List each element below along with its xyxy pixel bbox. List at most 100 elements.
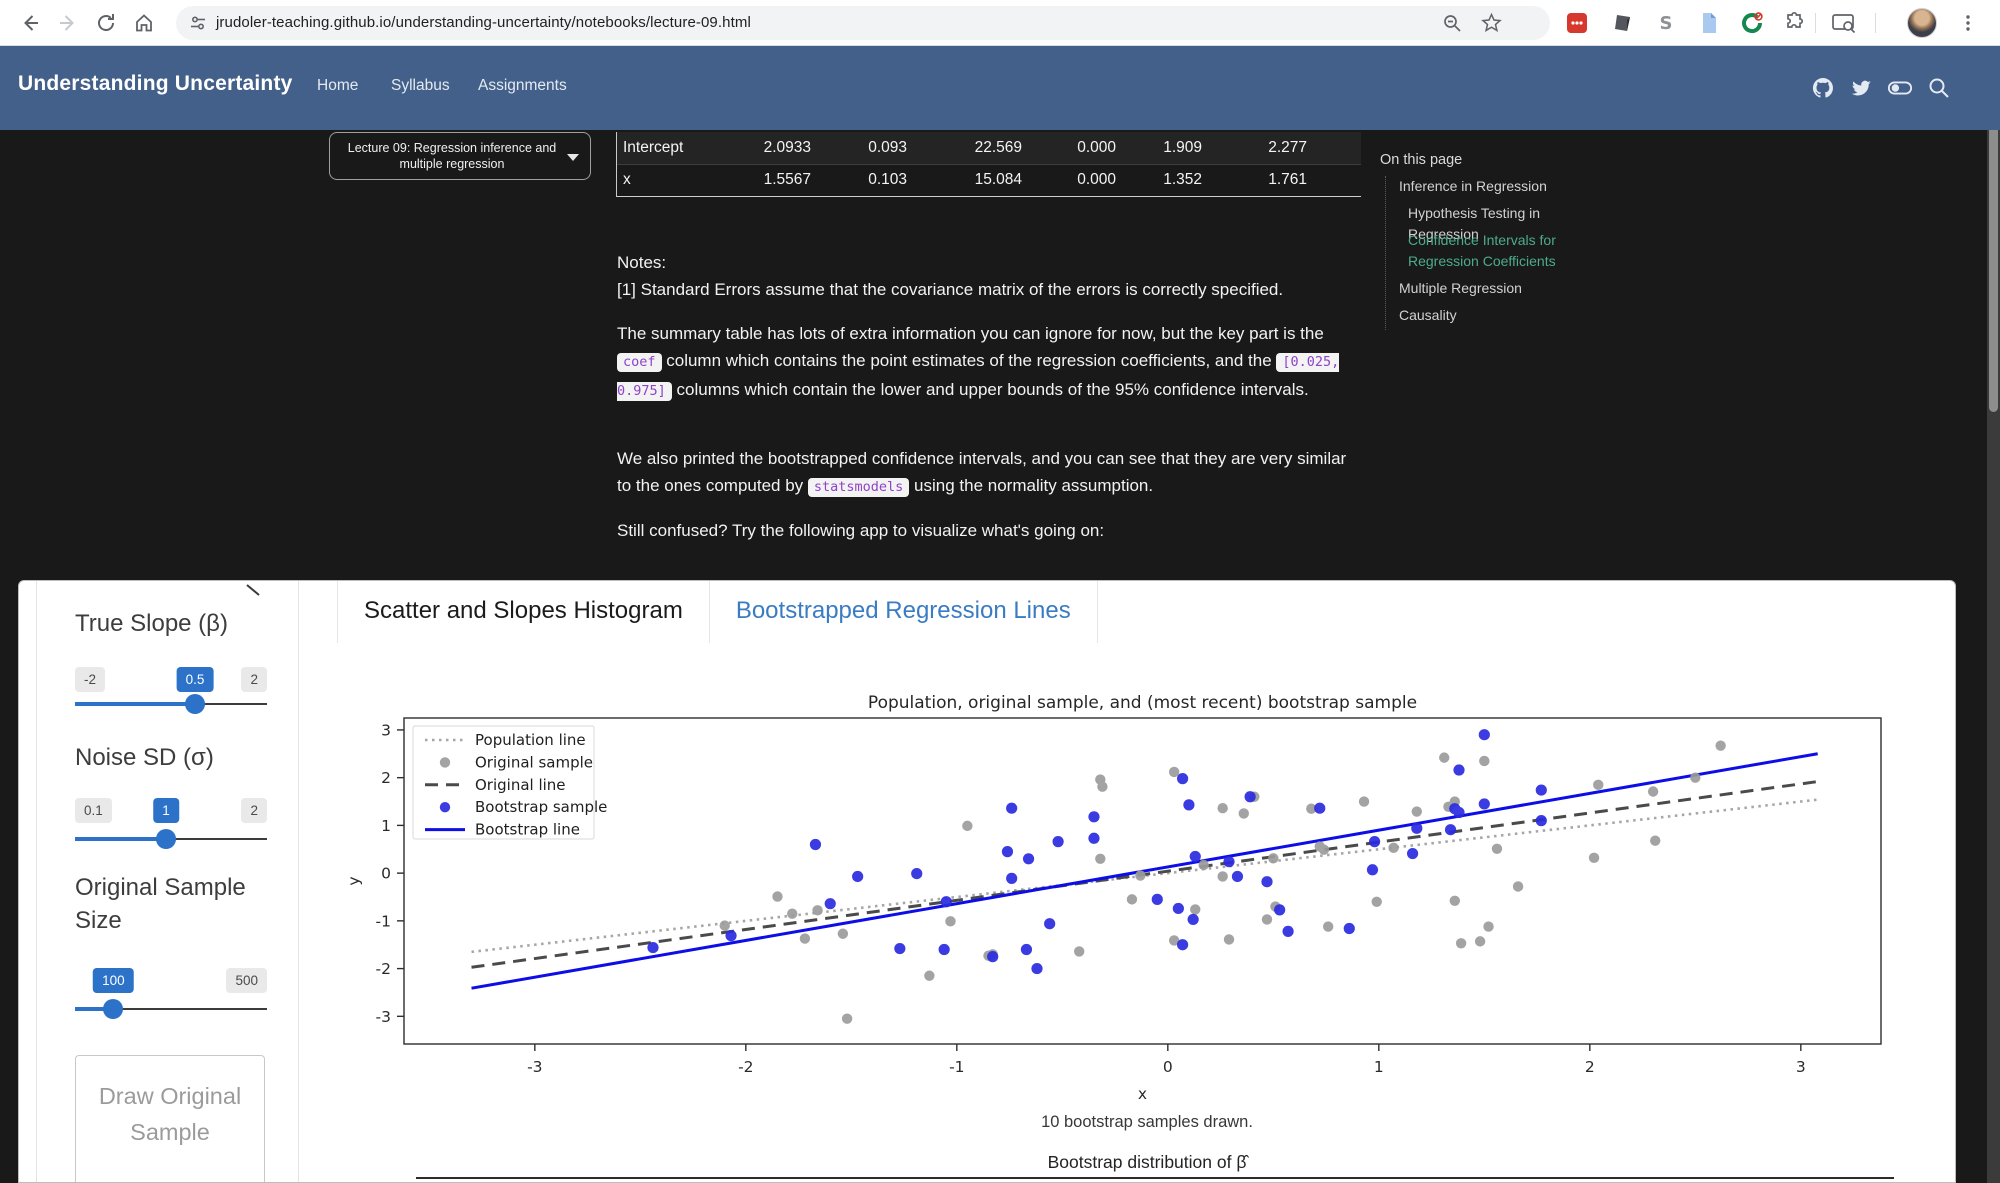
- zoom-page-button[interactable]: [1442, 13, 1462, 38]
- home-button[interactable]: [126, 5, 162, 41]
- toc-title: On this page: [1380, 152, 1462, 168]
- plot-title: Population, original sample, and (most r…: [868, 693, 1417, 713]
- paragraph-summary-table: The summary table has lots of extra info…: [617, 320, 1365, 405]
- true-slope-min-chip: -2: [75, 667, 105, 692]
- profile-avatar[interactable]: [1907, 8, 1937, 38]
- table-cell: 1.5567: [711, 171, 811, 189]
- site-navbar: Understanding Uncertainty Home Syllabus …: [0, 46, 2000, 130]
- table-cell: 1.761: [1207, 171, 1307, 189]
- site-settings-icon[interactable]: [189, 14, 207, 32]
- table-cell: 2.0933: [711, 139, 811, 157]
- reload-button[interactable]: [88, 5, 124, 41]
- document-extension[interactable]: [1693, 7, 1725, 39]
- toolbar-divider: [1815, 13, 1816, 33]
- sample-size-slider-widget: Original Sample Size 100 500: [75, 871, 267, 1041]
- inline-code: statsmodels: [808, 478, 909, 497]
- s-letter-extension-icon: S: [1654, 11, 1678, 35]
- screenshot-stage: jrudoler-teaching.github.io/understandin…: [0, 0, 2000, 1183]
- table-bottom-border: [617, 196, 1361, 197]
- noise-sd-slider-track[interactable]: [75, 838, 267, 840]
- toc-item[interactable]: Confidence Intervals for Regression Coef…: [1408, 230, 1598, 272]
- svg-text:-2: -2: [376, 960, 391, 978]
- table-cell: 0.000: [1016, 139, 1116, 157]
- bookmark-button[interactable]: [1481, 12, 1502, 38]
- true-slope-slider-track[interactable]: [75, 703, 267, 705]
- browser-toolbar: jrudoler-teaching.github.io/understandin…: [0, 0, 2000, 46]
- svg-text:0: 0: [1163, 1058, 1173, 1076]
- lecture-select-dropdown[interactable]: Lecture 09: Regression inference and mul…: [329, 132, 591, 180]
- table-row: Intercept2.09330.09322.5690.0001.9092.27…: [617, 132, 1361, 164]
- password-manager-extension[interactable]: [1561, 7, 1593, 39]
- toc-item[interactable]: Inference in Regression: [1399, 176, 1547, 197]
- sample-size-value-chip: 100: [93, 968, 134, 993]
- table-cell: 0.103: [807, 171, 907, 189]
- svg-text:2: 2: [1585, 1058, 1595, 1076]
- noise-sd-min-chip: 0.1: [75, 798, 112, 823]
- notes-heading: Notes:: [617, 249, 1365, 276]
- nav-link-home[interactable]: Home: [317, 77, 358, 95]
- table-row: x1.55670.10315.0840.0001.3521.761: [617, 164, 1361, 196]
- notes-footnote: [1] Standard Errors assume that the cova…: [617, 276, 1365, 303]
- svg-text:1: 1: [1374, 1058, 1384, 1076]
- dark-mode-toggle[interactable]: [1887, 75, 1913, 101]
- sample-size-slider-track[interactable]: [75, 1008, 267, 1010]
- svg-text:-2: -2: [738, 1058, 753, 1076]
- y-axis-label: y: [345, 876, 363, 885]
- svg-text:Bootstrap sample: Bootstrap sample: [475, 798, 607, 816]
- paragraph-app-prompt: Still confused? Try the following app to…: [617, 517, 1365, 544]
- row-label: x: [623, 171, 631, 189]
- nav-link-assignments[interactable]: Assignments: [478, 77, 567, 95]
- table-cell: 1.909: [1102, 139, 1202, 157]
- grammar-extension[interactable]: [1736, 7, 1768, 39]
- back-arrow-icon: [19, 12, 41, 34]
- svg-text:-1: -1: [949, 1058, 964, 1076]
- true-slope-slider-thumb[interactable]: [185, 694, 205, 714]
- site-search-button[interactable]: [1926, 75, 1952, 101]
- svg-text:-1: -1: [376, 912, 391, 930]
- back-button[interactable]: [12, 5, 48, 41]
- noise-sd-label: Noise SD (σ): [75, 741, 267, 774]
- chevron-down-icon: [567, 154, 579, 161]
- tab-scatter-slopes-histogram[interactable]: Scatter and Slopes Histogram: [337, 581, 710, 643]
- github-link[interactable]: [1810, 75, 1836, 101]
- resize-handle-icon[interactable]: [245, 583, 261, 597]
- x-axis-label: x: [1138, 1085, 1147, 1103]
- url-text[interactable]: jrudoler-teaching.github.io/understandin…: [216, 14, 751, 31]
- blue-document-extension-icon: [1697, 11, 1721, 35]
- toc-item[interactable]: Multiple Regression: [1399, 278, 1522, 299]
- plot-legend: Population lineOriginal sampleOriginal l…: [413, 726, 607, 839]
- toc-item[interactable]: Causality: [1399, 305, 1457, 326]
- reload-icon: [95, 12, 117, 34]
- screen-search-icon: [1831, 11, 1857, 35]
- draw-original-sample-button[interactable]: Draw Original Sample: [75, 1055, 265, 1183]
- screen-search-button[interactable]: [1828, 7, 1860, 39]
- nav-link-syllabus[interactable]: Syllabus: [391, 77, 450, 95]
- toc-rail: [1385, 176, 1386, 330]
- site-brand[interactable]: Understanding Uncertainty: [18, 72, 293, 96]
- regression-scatter-plot: Population, original sample, and (most r…: [341, 691, 1956, 1116]
- red-dots-extension-icon: [1565, 11, 1589, 35]
- noise-sd-slider-thumb[interactable]: [156, 829, 176, 849]
- sample-size-slider-thumb[interactable]: [103, 999, 123, 1019]
- next-plot-top-border: [416, 1177, 1894, 1183]
- forward-arrow-icon: [57, 12, 79, 34]
- paragraph-text: column which contains the point estimate…: [662, 351, 1277, 370]
- paragraph-text: columns which contain the lower and uppe…: [672, 380, 1309, 399]
- search-icon: [1927, 76, 1951, 100]
- sample-size-label: Original Sample Size: [75, 871, 275, 937]
- paragraph-bootstrap-ci: We also printed the bootstrapped confide…: [617, 445, 1365, 501]
- extensions-menu-button[interactable]: [1779, 7, 1811, 39]
- forward-button[interactable]: [50, 5, 86, 41]
- s-extension[interactable]: S: [1650, 7, 1682, 39]
- svg-text:3: 3: [381, 721, 391, 739]
- browser-menu-button[interactable]: [1950, 5, 1986, 41]
- tab-bootstrapped-regression-lines[interactable]: Bootstrapped Regression Lines: [710, 581, 1098, 643]
- twitter-link[interactable]: [1849, 75, 1875, 101]
- twitter-icon: [1850, 76, 1874, 100]
- page-scrollbar[interactable]: [1987, 46, 2000, 1183]
- puzzle-icon: [1783, 11, 1807, 35]
- paragraph-text: The summary table has lots of extra info…: [617, 324, 1324, 343]
- notebook-extension[interactable]: [1607, 7, 1639, 39]
- bootstrap-sample-points: [647, 729, 1547, 974]
- toolbar-divider: [1875, 13, 1876, 33]
